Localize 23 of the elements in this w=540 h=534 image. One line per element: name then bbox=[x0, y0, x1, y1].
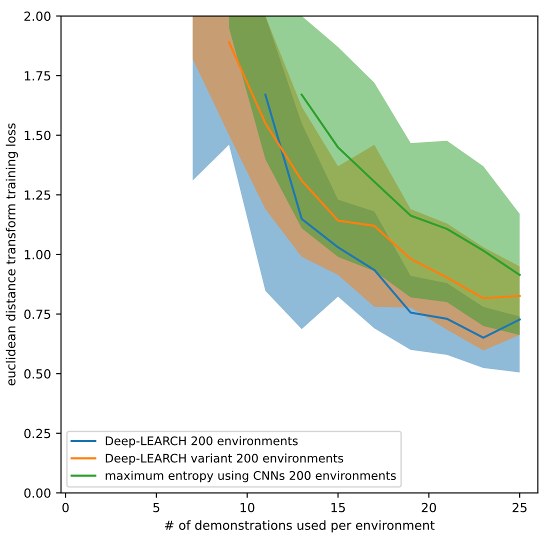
line-series bbox=[300, 94, 521, 276]
y-tick-label: 1.50 bbox=[24, 130, 50, 140]
y-tick-label: 1.25 bbox=[24, 190, 50, 200]
line-series bbox=[264, 94, 521, 339]
x-tick-label: 25 bbox=[512, 502, 527, 512]
x-axis-title: # of demonstrations used per environment bbox=[164, 520, 435, 532]
line-series bbox=[228, 41, 521, 300]
legend-label: Deep-LEARCH 200 environments bbox=[106, 436, 298, 448]
y-tick-label: 1.00 bbox=[24, 250, 50, 260]
y-axis-title: euclidean distance transform training loss bbox=[6, 123, 18, 386]
legend-label: maximum entropy using CNNs 200 environments bbox=[106, 470, 396, 482]
y-tick-label: 0.25 bbox=[24, 428, 50, 438]
y-tick-label: 1.75 bbox=[24, 71, 50, 81]
x-tick-label: 20 bbox=[422, 502, 436, 512]
y-tick-label: 0.50 bbox=[24, 369, 50, 379]
y-tick-label: 0.75 bbox=[24, 310, 50, 319]
x-tick-label: 5 bbox=[153, 502, 160, 512]
y-tick-label: 0.00 bbox=[24, 488, 50, 498]
x-tick-label: 15 bbox=[331, 502, 345, 512]
x-tick-label: 0 bbox=[62, 502, 69, 512]
x-tick-label: 10 bbox=[240, 502, 254, 512]
legend-label: Deep-LEARCH variant 200 environments bbox=[106, 454, 344, 465]
y-tick-label: 2.00 bbox=[24, 11, 50, 21]
